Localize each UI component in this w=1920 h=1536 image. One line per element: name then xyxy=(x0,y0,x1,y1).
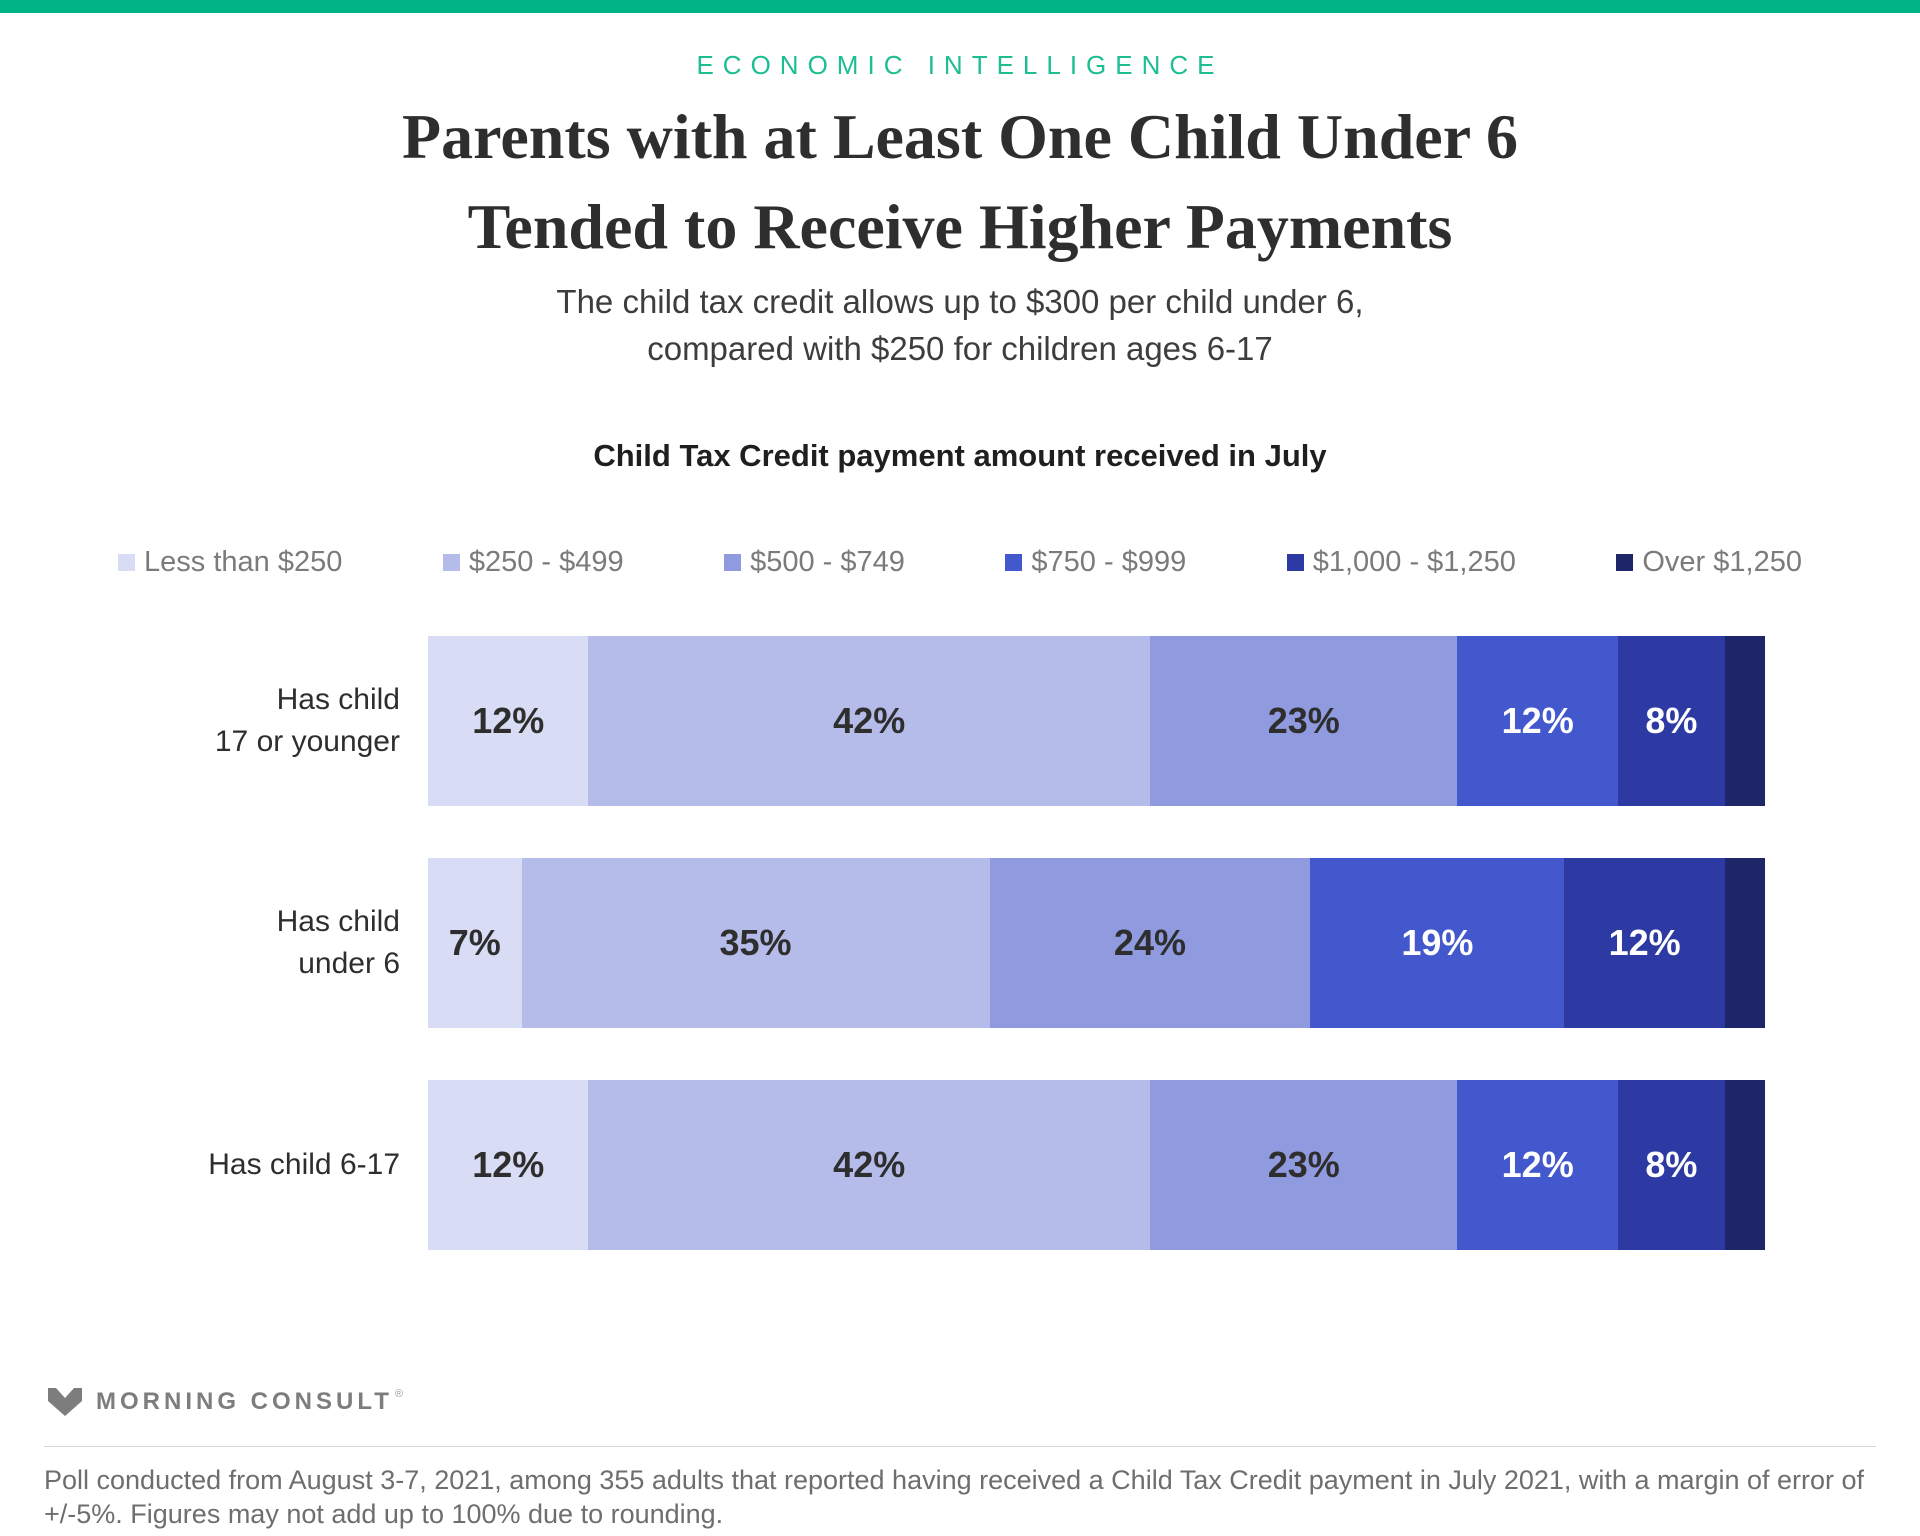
bar-segment-value: 24% xyxy=(1113,922,1186,963)
bar-segment: 24% xyxy=(989,858,1311,1028)
chart-row: Has child 6-17 12% 42% 23% 12% 8% xyxy=(0,1080,1920,1250)
bar-segment-value: 7% xyxy=(448,922,501,963)
legend-label: $250 - $499 xyxy=(468,546,624,578)
brand-logo: MORNING CONSULT ® xyxy=(48,1388,1920,1416)
methodology-note-line-1: Poll conducted from August 3-7, 2021, am… xyxy=(44,1465,1865,1495)
legend-item: Over $1,250 xyxy=(1616,546,1802,579)
bar-segment: 12% xyxy=(1457,636,1618,806)
bar-segment: 12% xyxy=(428,1080,589,1250)
legend-label: $500 - $749 xyxy=(750,546,905,578)
chart-row: Has child under 6 7% 35% 24% 19% 12% xyxy=(0,858,1920,1028)
bar-segment: 35% xyxy=(521,858,990,1028)
bar-segment-value: 35% xyxy=(719,922,792,963)
stacked-bar: 12% 42% 23% 12% 8% xyxy=(428,1080,1765,1250)
bar-segment-value: 8% xyxy=(1645,700,1698,741)
bar-segment: 12% xyxy=(1564,858,1725,1028)
bar-segment xyxy=(1724,636,1765,806)
bar-segment-value: 12% xyxy=(1608,922,1681,963)
bar-chart: Has child 17 or younger 12% 42% 23% 12% 8% Has … xyxy=(0,636,1920,1250)
bar-segment: 42% xyxy=(588,636,1150,806)
legend-label: $750 - $999 xyxy=(1031,546,1187,578)
bar-segment-value: 12% xyxy=(1501,700,1574,741)
bar-segment: 12% xyxy=(1457,1080,1618,1250)
bar-segment xyxy=(1724,858,1765,1028)
bar-segment-value: 42% xyxy=(833,700,906,741)
page-subtitle: The child tax credit allows up to $300 p… xyxy=(0,278,1920,372)
registered-mark: ® xyxy=(394,1388,403,1400)
bar-segment-value: 23% xyxy=(1267,700,1340,741)
chart-row: Has child 17 or younger 12% 42% 23% 12% 8% xyxy=(0,636,1920,806)
legend-label: Less than $250 xyxy=(144,546,343,578)
legend-swatch-icon xyxy=(1286,554,1304,571)
legend-swatch-icon xyxy=(1005,554,1023,571)
stacked-bar: 7% 35% 24% 19% 12% xyxy=(428,858,1765,1028)
legend-item: $500 - $749 xyxy=(724,546,905,579)
bar-segment: 19% xyxy=(1310,858,1565,1028)
legend-swatch-icon xyxy=(724,554,742,571)
legend-swatch-icon xyxy=(118,554,135,571)
legend-item: Less than $250 xyxy=(118,546,342,579)
chart-title: Child Tax Credit payment amount received… xyxy=(593,438,1327,473)
bar-segment: 42% xyxy=(588,1080,1150,1250)
legend-swatch-icon xyxy=(1616,554,1634,571)
page-subtitle-line-2: compared with $250 for children ages 6-1… xyxy=(647,330,1273,367)
legend-swatch-icon xyxy=(442,554,460,571)
page-title: Parents with at Least One Child Under 6 … xyxy=(0,92,1920,272)
legend-item: $250 - $499 xyxy=(442,546,624,579)
bar-segment-value: 12% xyxy=(1501,1144,1574,1185)
legend-item: $1,000 - $1,250 xyxy=(1286,546,1516,579)
category-label: Has child under 6 xyxy=(276,905,400,980)
page-title-line-1: Parents with at Least One Child Under 6 xyxy=(402,101,1518,172)
bar-segment-value: 12% xyxy=(472,700,545,741)
bar-segment-value: 19% xyxy=(1401,922,1474,963)
bar-segment xyxy=(1724,1080,1765,1250)
kicker-label: ECONOMIC INTELLIGENCE xyxy=(696,50,1224,80)
bar-segment: 12% xyxy=(428,636,589,806)
stacked-bar: 12% 42% 23% 12% 8% xyxy=(428,636,1765,806)
legend-item: $750 - $999 xyxy=(1005,546,1186,579)
bar-segment-value: 8% xyxy=(1645,1144,1698,1185)
bar-segment-value: 42% xyxy=(833,1144,906,1185)
top-accent-bar xyxy=(0,0,1920,13)
legend-label: Over $1,250 xyxy=(1642,546,1802,578)
bar-segment: 7% xyxy=(428,858,522,1028)
bar-segment: 8% xyxy=(1617,636,1725,806)
page-title-line-2: Tended to Receive Higher Payments xyxy=(467,191,1453,262)
category-label: Has child 6-17 xyxy=(208,1148,400,1181)
bar-segment: 23% xyxy=(1149,1080,1458,1250)
chart-legend: Less than $250 $250 - $499 $500 - $749 $750… xyxy=(118,546,1802,579)
morning-consult-m-icon xyxy=(48,1388,82,1416)
bar-segment: 8% xyxy=(1617,1080,1725,1250)
category-label: Has child 17 or younger xyxy=(214,683,400,758)
page-subtitle-line-1: The child tax credit allows up to $300 p… xyxy=(556,283,1364,320)
legend-label: $1,000 - $1,250 xyxy=(1312,546,1516,578)
methodology-note: Poll conducted from August 3-7, 2021, am… xyxy=(44,1463,1876,1531)
footer-divider xyxy=(44,1446,1876,1447)
bar-segment-value: 23% xyxy=(1267,1144,1340,1185)
bar-segment: 23% xyxy=(1149,636,1458,806)
methodology-note-line-2: +/-5%. Figures may not add up to 100% du… xyxy=(44,1499,724,1529)
bar-segment-value: 12% xyxy=(472,1144,545,1185)
brand-name: MORNING CONSULT xyxy=(96,1388,393,1415)
